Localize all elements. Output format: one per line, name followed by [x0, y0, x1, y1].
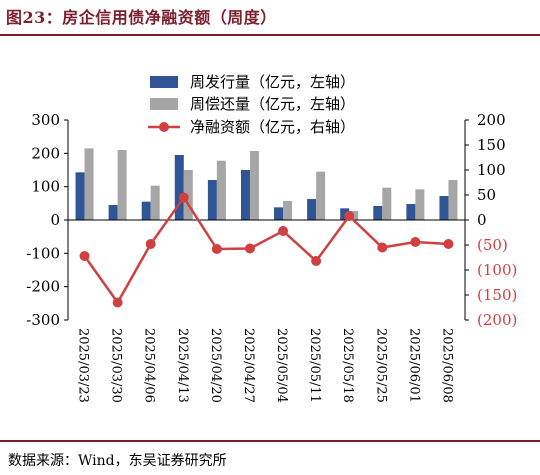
left-axis-tick-label: -300	[26, 311, 60, 329]
net-financing-point	[443, 239, 454, 249]
left-axis-tick-label: -100	[26, 244, 60, 262]
repayment-bar	[316, 171, 326, 220]
x-axis-tick-label: 2025/05/18	[340, 328, 355, 403]
net-financing-point	[410, 237, 421, 247]
x-axis-labels: 2025/03/23 2025/03/30 2025/04/06 2025/04/13…	[76, 328, 455, 403]
net-financing-line-series	[79, 192, 454, 308]
legend-swatch-net-marker	[159, 122, 169, 132]
x-axis-tick-label: 2025/04/06	[142, 328, 157, 403]
legend-swatch-issuance	[150, 76, 178, 88]
left-y-axis: 300 200 100 0 -100 -200 -300	[26, 111, 69, 329]
x-axis-tick-label: 2025/03/23	[76, 328, 91, 403]
x-axis-tick-label: 2025/04/27	[241, 328, 256, 403]
source-note: 数据来源：Wind，东吴证券研究所	[8, 453, 227, 469]
repayment-bar	[283, 201, 293, 220]
right-axis-tick-label: (150)	[477, 286, 517, 304]
bar-series	[75, 148, 458, 220]
x-axis-tick-label: 2025/05/04	[274, 328, 289, 403]
repayment-bar	[84, 148, 94, 220]
x-axis-tick-label: 2025/04/20	[208, 328, 223, 403]
x-axis-tick-label: 2025/05/25	[373, 328, 388, 403]
left-axis-tick-label: 300	[31, 111, 60, 129]
left-axis-tick-label: -200	[26, 278, 60, 296]
right-axis-tick-label: (200)	[477, 311, 517, 329]
title-rule	[0, 34, 540, 36]
right-axis-tick-label: 200	[477, 111, 506, 129]
right-axis-tick-label: 150	[477, 136, 506, 154]
right-axis-tick-label: 0	[477, 211, 487, 229]
repayment-bar	[150, 185, 160, 220]
net-financing-line	[83, 195, 449, 305]
repayment-bar	[448, 180, 458, 220]
repayment-bar	[117, 150, 127, 220]
chart-legend: 周发行量（亿元，左轴） 周偿还量（亿元，左轴） 净融资额（亿元，右轴）	[148, 73, 355, 136]
issuance-bar	[373, 206, 383, 220]
issuance-bar	[274, 207, 284, 220]
legend-label: 净融资额（亿元，右轴）	[190, 118, 355, 136]
right-axis-tick-label: 50	[477, 186, 496, 204]
issuance-bar	[75, 172, 85, 220]
issuance-bar	[174, 155, 184, 220]
legend-label: 周发行量（亿元，左轴）	[190, 73, 355, 91]
issuance-bar	[240, 170, 250, 220]
right-axis-tick-label: (50)	[477, 236, 508, 254]
repayment-bar	[183, 170, 193, 220]
left-axis-tick-label: 0	[50, 211, 60, 229]
right-axis-tick-label: 100	[477, 161, 506, 179]
net-financing-point	[311, 256, 322, 266]
issuance-bar	[406, 204, 416, 220]
repayment-bar	[216, 160, 226, 220]
net-financing-point	[278, 226, 289, 236]
figure-title: 图23：房企信用债净融资额（周度）	[6, 8, 277, 27]
x-axis-tick-label: 2025/06/08	[439, 328, 454, 403]
issuance-bar	[141, 201, 151, 220]
net-financing-point	[178, 192, 189, 203]
repayment-bar	[415, 189, 425, 220]
net-financing-point	[112, 297, 123, 308]
legend-swatch-repayment	[150, 98, 178, 110]
net-financing-point	[344, 211, 355, 221]
issuance-bar	[108, 205, 118, 220]
issuance-bar	[307, 199, 317, 220]
net-financing-point	[244, 243, 255, 254]
right-axis-tick-label: (100)	[477, 261, 517, 279]
left-axis-tick-label: 100	[31, 178, 60, 196]
x-axis-tick-label: 2025/06/01	[406, 328, 421, 403]
right-y-axis: 200 150 100 50 0 (50) (100) (150) (200)	[464, 111, 517, 329]
net-financing-point	[79, 251, 90, 261]
issuance-bar	[439, 196, 449, 220]
net-financing-point	[145, 239, 156, 249]
net-financing-point	[377, 242, 388, 253]
repayment-bar	[249, 151, 259, 220]
chart: 300 200 100 0 -100 -200 -300 200 150 100 50 0 (50) (…	[26, 73, 517, 403]
x-axis-tick-label: 2025/04/13	[175, 328, 190, 403]
legend-label: 周偿还量（亿元，左轴）	[190, 95, 355, 113]
x-axis-tick-label: 2025/03/30	[109, 328, 124, 403]
left-axis-tick-label: 200	[31, 144, 60, 162]
issuance-bar	[207, 180, 217, 220]
footer-rule	[0, 440, 540, 442]
net-financing-point	[211, 244, 222, 254]
x-axis-tick-label: 2025/05/11	[307, 328, 322, 403]
repayment-bar	[382, 187, 392, 220]
